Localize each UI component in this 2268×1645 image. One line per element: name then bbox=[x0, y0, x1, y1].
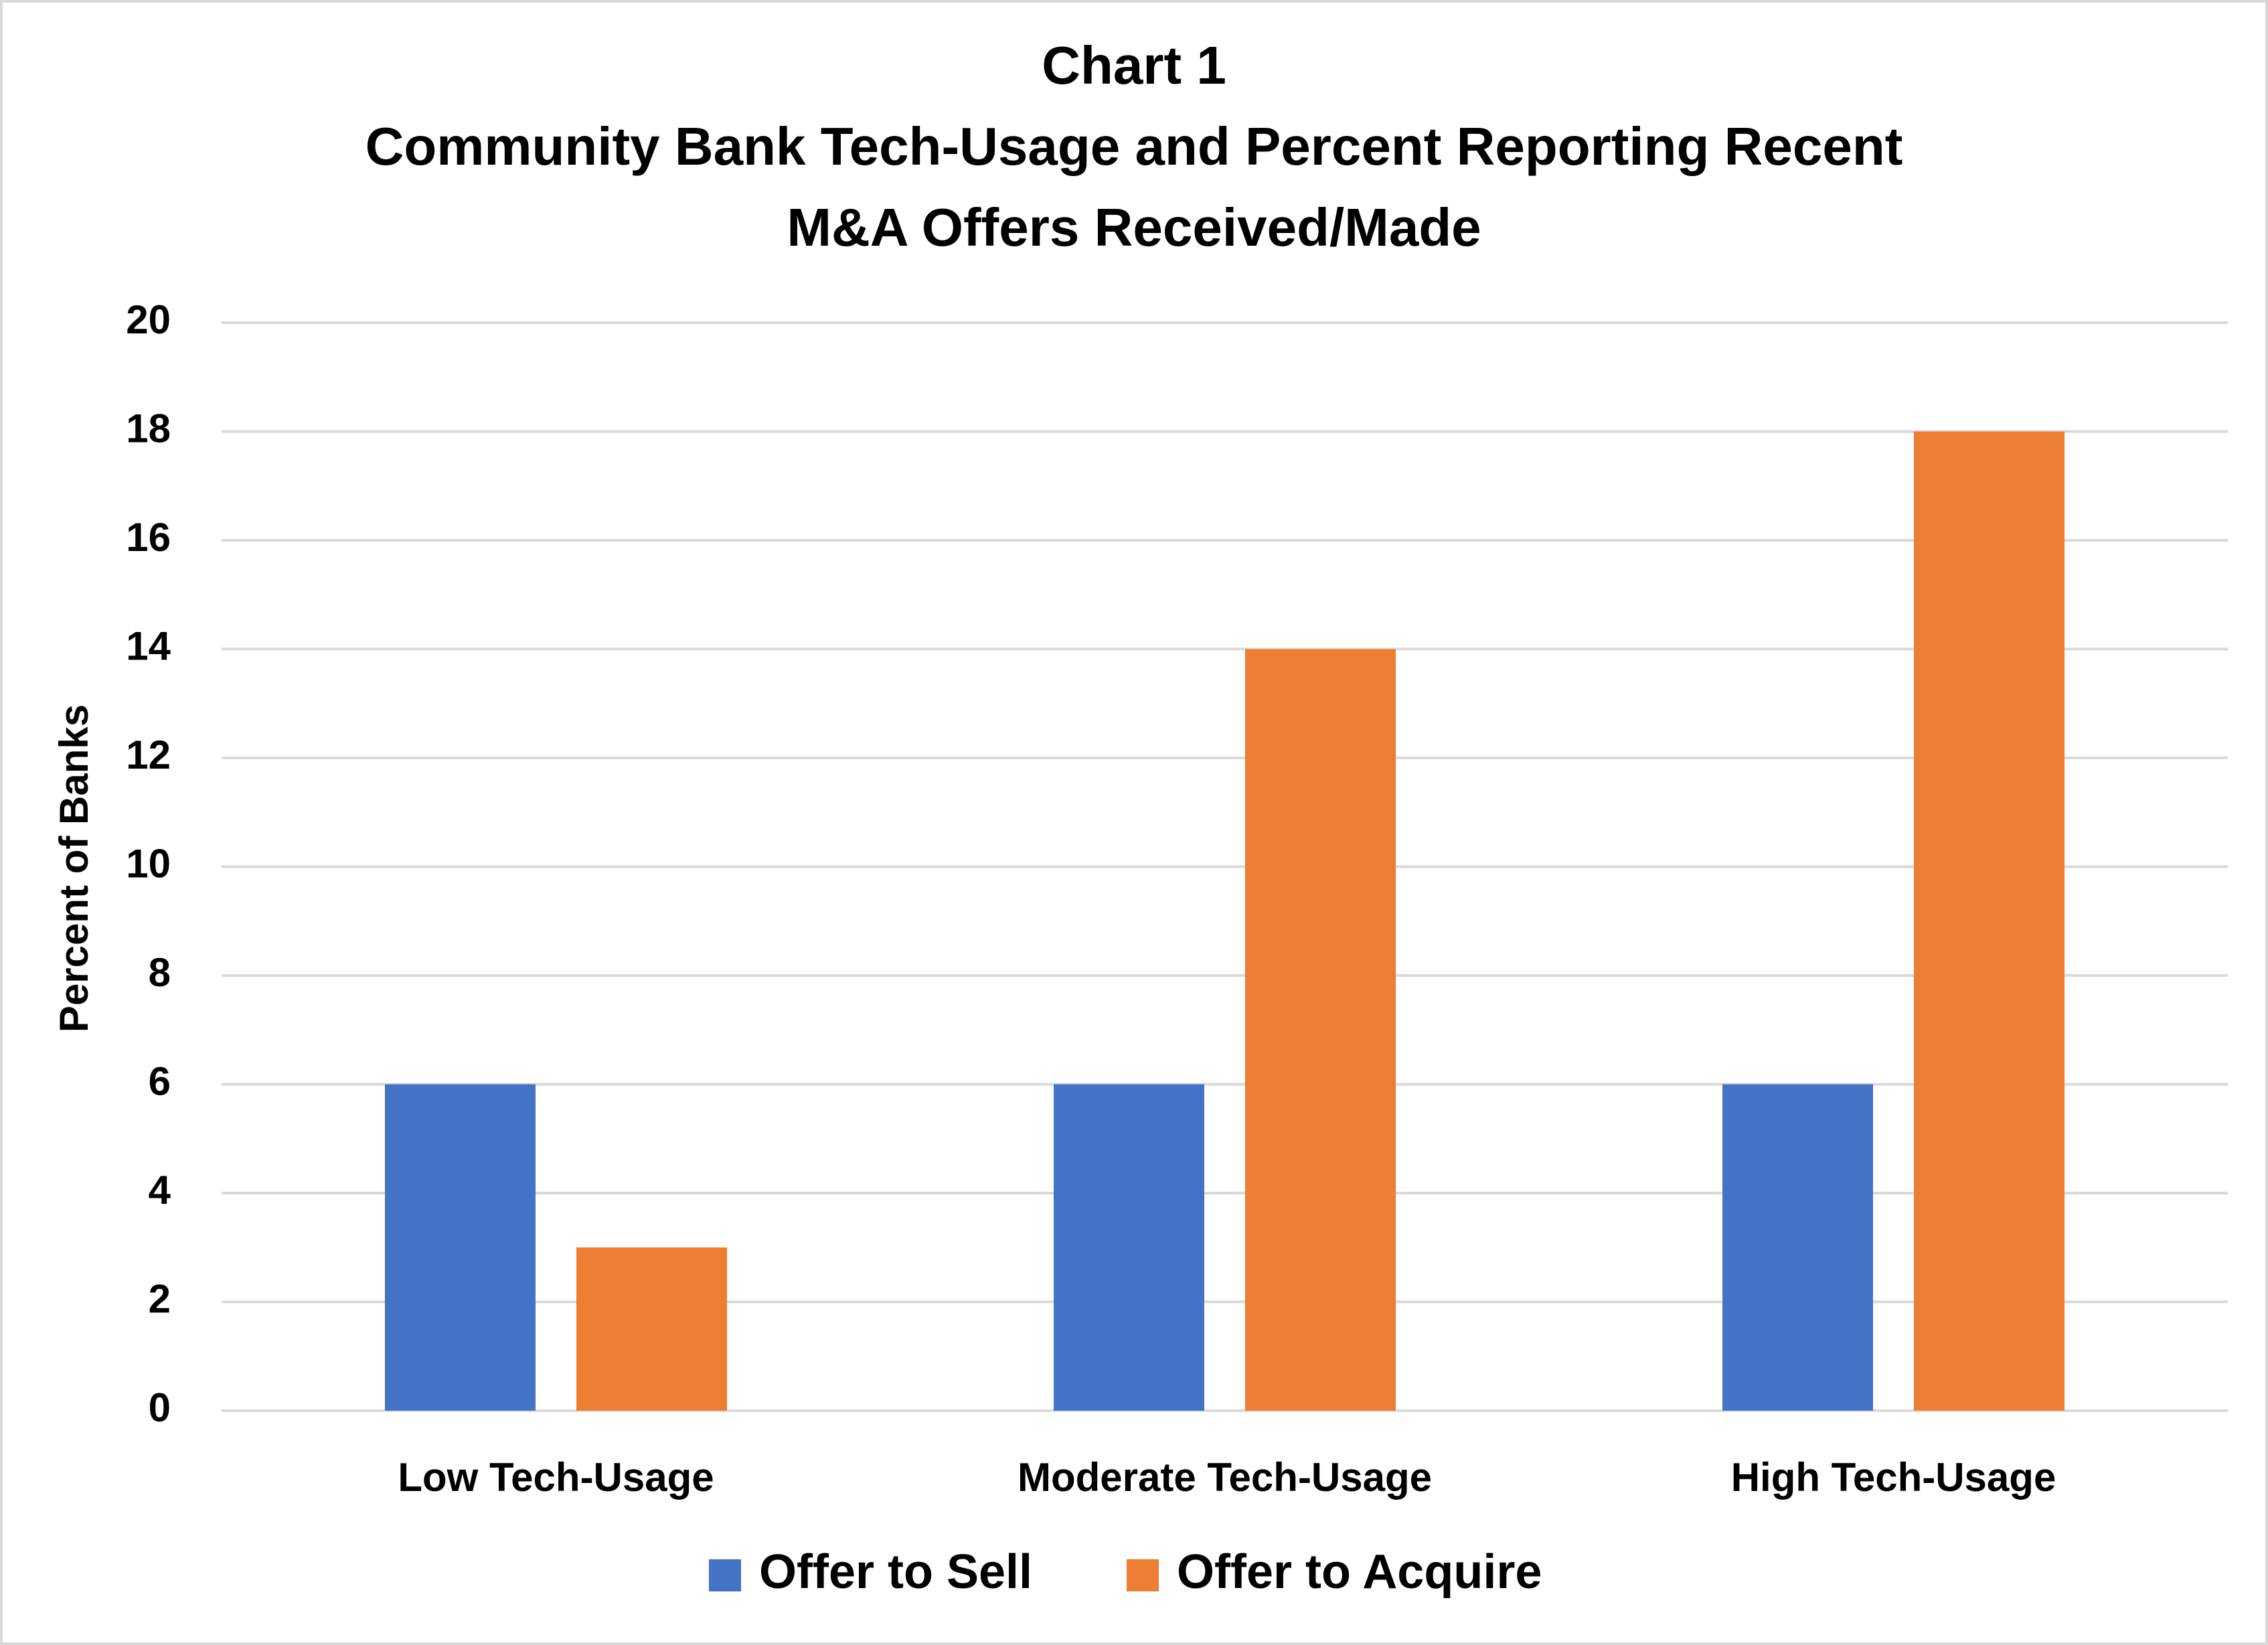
y-tick-label: 20 bbox=[126, 297, 171, 342]
y-tick-label: 12 bbox=[126, 732, 171, 777]
y-tick-label: 10 bbox=[126, 841, 171, 886]
y-tick-label: 8 bbox=[149, 950, 171, 995]
y-tick-label: 0 bbox=[149, 1385, 171, 1430]
y-tick-label: 6 bbox=[149, 1059, 171, 1103]
y-axis-label: Percent of Banks bbox=[52, 704, 96, 1032]
y-tick-label: 18 bbox=[126, 406, 171, 451]
y-tick-label: 16 bbox=[126, 515, 171, 560]
x-tick-label: Moderate Tech-Usage bbox=[1018, 1455, 1432, 1500]
bar bbox=[1054, 1084, 1204, 1411]
legend-swatch bbox=[709, 1559, 741, 1591]
legend-swatch bbox=[1127, 1559, 1159, 1591]
legend-label: Offer to Sell bbox=[759, 1545, 1032, 1599]
bar bbox=[385, 1084, 536, 1411]
x-tick-label: High Tech-Usage bbox=[1731, 1455, 2056, 1500]
x-tick-label: Low Tech-Usage bbox=[398, 1455, 714, 1500]
y-tick-label: 14 bbox=[126, 623, 171, 668]
bar bbox=[1722, 1084, 1873, 1411]
bar bbox=[1245, 649, 1396, 1411]
bar bbox=[1914, 431, 2064, 1411]
chart-title: Chart 1 bbox=[1042, 35, 1226, 95]
chart-title: M&A Offers Received/Made bbox=[787, 198, 1481, 257]
legend-label: Offer to Acquire bbox=[1177, 1545, 1542, 1599]
y-tick-label: 4 bbox=[149, 1168, 171, 1212]
chart-title: Community Bank Tech-Usage and Percent Re… bbox=[366, 116, 1903, 176]
bar bbox=[576, 1247, 727, 1411]
y-tick-label: 2 bbox=[149, 1276, 171, 1321]
